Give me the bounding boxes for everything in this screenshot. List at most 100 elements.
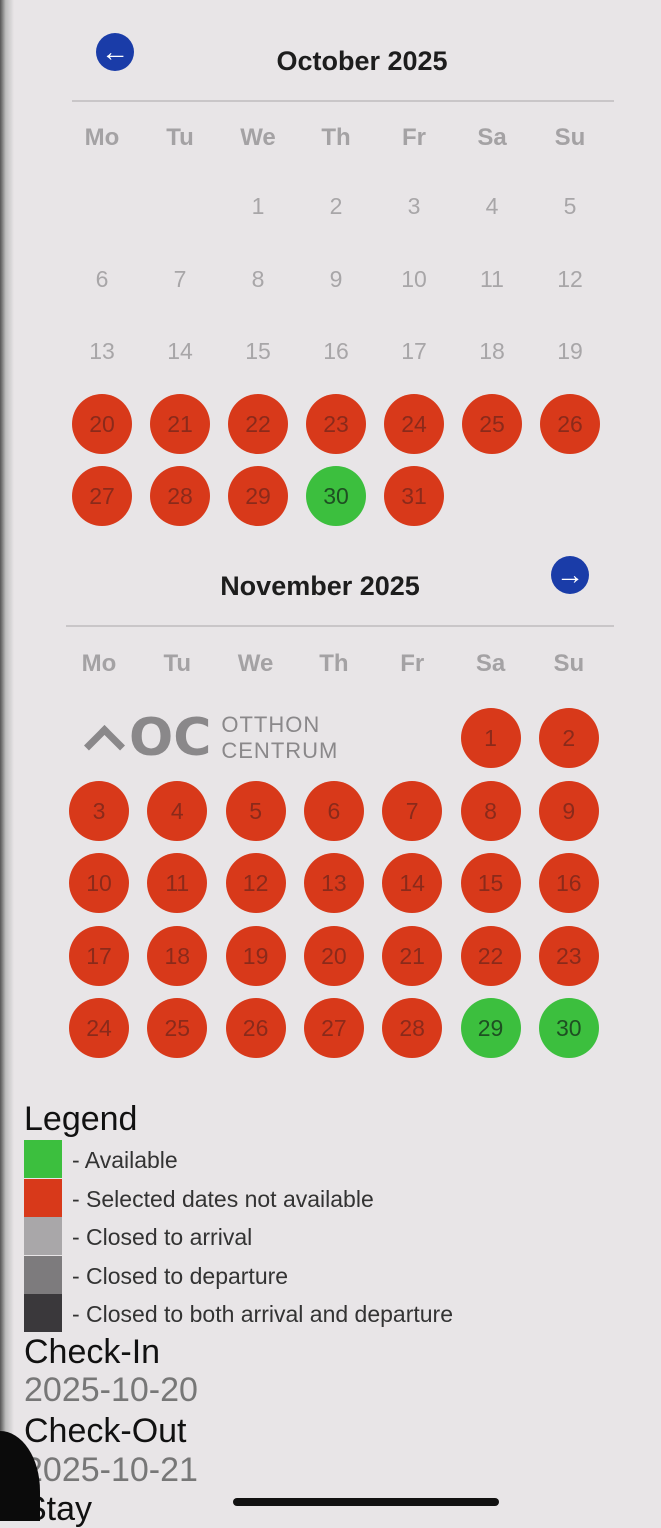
day-cell[interactable]: 5 [563,193,577,219]
day-cell[interactable]: 6 [95,265,109,292]
day-cell[interactable]: 27 [303,998,364,1058]
checkin-label: Check-In [24,1333,161,1371]
watermark-wordmark: OTTHON CENTRUM [221,712,338,764]
day-cell[interactable]: 22 [460,925,521,986]
day-cell[interactable]: 9 [329,265,343,292]
weekday-header: We [237,650,274,677]
day-cell[interactable]: 20 [303,925,364,986]
day-cell[interactable]: 4 [147,780,208,841]
day-cell[interactable]: 14 [382,853,443,913]
day-cell[interactable]: 27 [72,466,132,526]
day-cell[interactable]: 18 [479,338,505,364]
roof-icon [83,724,126,766]
legend-title: Legend [24,1100,138,1138]
day-cell[interactable]: 26 [225,998,286,1058]
day-cell[interactable]: 29 [228,466,288,526]
legend-swatch [24,1217,62,1255]
day-cell[interactable]: 19 [557,338,583,364]
day-cell[interactable]: 7 [173,265,187,292]
day-cell[interactable]: 17 [401,338,427,364]
prev-month-button[interactable]: ← [96,33,134,71]
legend-label: - Selected dates not available [72,1185,374,1212]
day-cell[interactable]: 20 [72,393,132,454]
arrow-right-icon: → [556,559,584,590]
day-cell[interactable]: 11 [480,265,504,292]
day-cell[interactable]: 16 [323,338,349,364]
weekday-header: Tu [163,650,192,677]
weekday-header: Su [553,650,585,677]
day-cell[interactable]: 23 [538,925,599,986]
divider [72,100,614,102]
day-cell[interactable]: 3 [407,193,421,219]
day-cell[interactable]: 24 [384,393,444,454]
day-cell[interactable]: 18 [147,925,208,986]
day-cell[interactable]: 22 [228,393,288,454]
day-cell[interactable]: 5 [225,780,286,841]
day-cell[interactable]: 7 [382,780,443,841]
day-cell[interactable]: 8 [251,265,265,292]
day-cell[interactable]: 16 [538,853,599,913]
weekday-header: Fr [400,650,425,677]
arrow-left-icon: ← [101,36,129,67]
legend-label: - Closed to both arrival and departure [72,1301,453,1327]
legend-swatch [24,1178,62,1217]
weekday-header: Tu [166,124,194,151]
day-cell[interactable]: 13 [303,853,364,913]
weekday-header: Mo [81,650,117,677]
day-cell[interactable]: 21 [382,925,443,986]
day-cell[interactable]: 28 [150,466,210,526]
day-cell[interactable]: 1 [460,708,521,768]
weekday-header: Sa [477,124,507,151]
day-cell[interactable]: 8 [460,780,521,841]
weekday-header: Sa [475,650,506,677]
day-cell[interactable]: 29 [460,998,521,1058]
day-cell[interactable]: 9 [538,780,599,841]
legend-swatch [24,1140,62,1178]
day-cell[interactable]: 23 [306,393,366,454]
day-cell[interactable]: 31 [384,466,444,526]
weekday-header: We [240,124,276,151]
day-cell[interactable]: 26 [540,393,600,454]
phone-edge [0,0,14,1521]
day-cell[interactable]: 10 [69,853,129,913]
day-cell[interactable]: 25 [462,393,522,454]
day-cell[interactable]: 17 [69,925,129,986]
day-cell[interactable]: 11 [147,853,208,913]
day-cell[interactable]: 6 [303,780,364,841]
day-cell[interactable]: 10 [401,265,427,292]
weekday-header: Fr [402,124,426,151]
day-cell[interactable]: 3 [69,780,129,841]
legend-label: - Closed to arrival [72,1224,253,1250]
next-month-button[interactable]: → [551,556,589,594]
day-cell[interactable]: 25 [147,998,208,1058]
day-cell[interactable]: 15 [460,853,521,913]
day-cell[interactable]: 12 [557,265,583,292]
weekday-header: Mo [84,124,120,151]
otthon-centrum-watermark-logo: OC OTTHON CENTRUM [83,708,338,768]
day-cell[interactable]: 12 [225,853,286,913]
month-title-october: October 2025 [276,46,448,76]
legend-swatch [24,1294,62,1332]
day-cell[interactable]: 19 [225,925,286,986]
day-cell[interactable]: 2 [329,193,343,219]
day-cell[interactable]: 1 [251,193,265,219]
home-indicator[interactable] [233,1498,499,1506]
day-cell[interactable]: 4 [485,193,499,219]
legend-swatch [24,1255,62,1294]
day-cell[interactable]: 28 [382,998,443,1058]
day-cell[interactable]: 24 [69,998,129,1058]
weekday-header: Su [554,124,586,151]
watermark-line2: CENTRUM [221,738,339,763]
day-cell[interactable]: 13 [89,338,115,364]
day-cell[interactable]: 15 [245,338,271,364]
day-cell[interactable]: 21 [150,393,210,454]
legend-label: - Closed to departure [72,1262,289,1289]
weekday-header: Th [319,650,349,677]
day-cell[interactable]: 2 [538,708,599,768]
legend-label: - Available [72,1147,178,1173]
watermark-line1: OTTHON [221,712,321,737]
day-cell[interactable]: 14 [167,338,193,364]
day-cell[interactable]: 30 [538,998,599,1058]
day-cell[interactable]: 30 [306,466,366,526]
month-title-november: November 2025 [220,571,420,601]
